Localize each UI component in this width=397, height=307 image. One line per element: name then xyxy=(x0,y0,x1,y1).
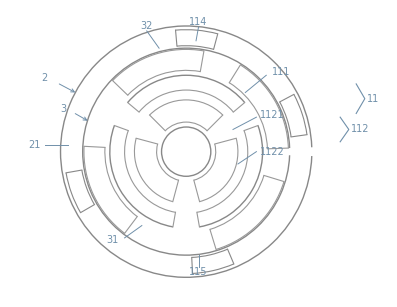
Text: 2: 2 xyxy=(41,73,48,83)
Text: 111: 111 xyxy=(272,67,291,76)
Text: 21: 21 xyxy=(29,141,41,150)
Text: 115: 115 xyxy=(189,267,208,278)
Text: 1122: 1122 xyxy=(260,147,285,157)
Text: 114: 114 xyxy=(189,17,208,27)
Text: 112: 112 xyxy=(351,124,370,134)
Text: 31: 31 xyxy=(106,235,118,245)
Text: 32: 32 xyxy=(141,21,153,31)
Text: 11: 11 xyxy=(367,94,380,104)
Text: 3: 3 xyxy=(60,103,66,114)
Text: 1121: 1121 xyxy=(260,110,285,120)
